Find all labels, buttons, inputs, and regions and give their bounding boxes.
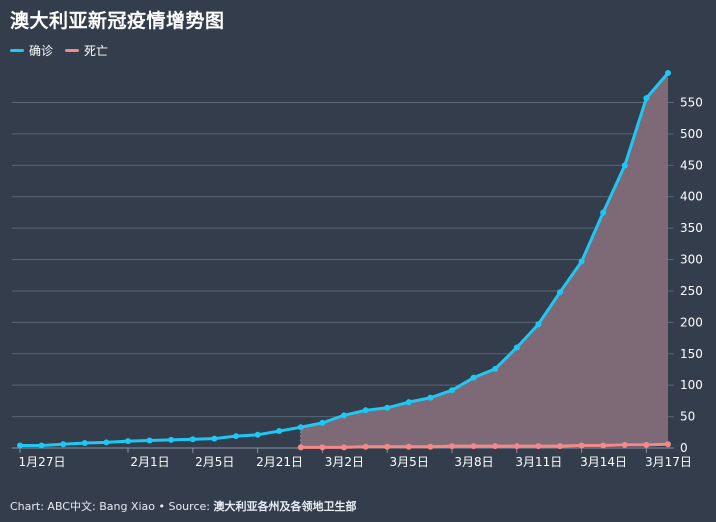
point-deaths-27: [600, 442, 607, 449]
footer-credit: Chart: ABC中文: Bang Xiao • Source: 澳大利亚各州…: [10, 498, 356, 514]
x-tick-label-0: 1月27日: [19, 455, 66, 469]
point-confirmed-8: [189, 436, 196, 443]
point-confirmed-3: [81, 439, 88, 446]
point-confirmed-19: [427, 394, 434, 401]
point-confirmed-10: [233, 433, 239, 440]
x-tick-label-5: 2月1日: [130, 455, 169, 469]
point-confirmed-7: [168, 436, 175, 443]
point-deaths-14: [319, 444, 326, 451]
y-tick-label-550: 550: [680, 96, 703, 110]
point-deaths-24: [535, 443, 542, 450]
point-confirmed-12: [276, 428, 283, 435]
point-confirmed-30: [665, 70, 671, 76]
point-confirmed-15: [341, 412, 347, 419]
series-line-deaths: [299, 442, 670, 449]
point-deaths-20: [449, 443, 455, 450]
legend-swatch-deaths: [65, 49, 80, 52]
point-confirmed-4: [103, 439, 110, 446]
point-confirmed-16: [362, 407, 369, 414]
point-deaths-18: [405, 443, 412, 450]
point-deaths-28: [621, 441, 628, 448]
point-confirmed-29: [643, 95, 650, 102]
point-confirmed-18: [405, 399, 412, 406]
y-tick-label-0: 0: [680, 441, 688, 455]
x-tick-label-26: 3月14日: [580, 455, 627, 469]
point-confirmed-28: [621, 162, 628, 169]
point-confirmed-9: [211, 435, 218, 442]
point-confirmed-2: [60, 441, 67, 448]
chart-title: 澳大利亚新冠疫情增势图: [10, 10, 225, 32]
point-deaths-15: [341, 444, 347, 451]
x-tick-label-11: 2月21日: [256, 455, 303, 469]
legend-swatch-confirmed: [10, 49, 24, 52]
point-deaths-17: [384, 443, 391, 450]
y-tick-label-250: 250: [680, 284, 703, 298]
point-confirmed-26: [578, 258, 585, 265]
x-tick-label-17: 3月5日: [390, 455, 429, 469]
point-confirmed-20: [449, 387, 455, 394]
x-tick-label-14: 3月2日: [325, 455, 364, 469]
y-tick-label-200: 200: [680, 315, 703, 329]
legend-label-confirmed: 确诊: [29, 44, 54, 58]
point-confirmed-6: [146, 437, 153, 444]
point-confirmed-24: [535, 321, 542, 328]
legend-item-confirmed[interactable]: 确诊: [10, 42, 53, 59]
point-deaths-21: [470, 443, 477, 450]
point-confirmed-5: [125, 438, 131, 445]
y-tick-label-100: 100: [680, 378, 703, 392]
footer-source-name: 澳大利亚各州及各领地卫生部: [213, 500, 357, 513]
point-confirmed-27: [600, 209, 607, 216]
point-deaths-16: [362, 443, 369, 450]
legend-item-deaths[interactable]: 死亡: [65, 42, 108, 59]
x-tick-label-8: 2月5日: [195, 455, 234, 469]
point-confirmed-11: [254, 431, 261, 438]
y-tick-label-300: 300: [680, 253, 703, 267]
x-tick-label-23: 3月11日: [515, 455, 562, 469]
point-confirmed-17: [384, 404, 391, 411]
legend-label-deaths: 死亡: [84, 44, 109, 58]
point-confirmed-21: [470, 374, 477, 381]
footer-credit-text: Chart: ABC中文: Bang Xiao • Source:: [10, 500, 214, 513]
point-confirmed-13: [297, 424, 304, 431]
point-deaths-23: [513, 443, 520, 450]
y-tick-label-150: 150: [680, 347, 703, 361]
point-deaths-30: [665, 441, 671, 448]
x-tick-label-29: 3月17日: [645, 455, 692, 469]
point-deaths-22: [492, 443, 499, 450]
point-deaths-25: [557, 443, 563, 450]
y-tick-label-400: 400: [680, 190, 703, 204]
point-deaths-26: [578, 442, 585, 449]
y-tick-label-50: 50: [680, 410, 695, 424]
point-confirmed-22: [492, 365, 499, 372]
area-between-series: [300, 73, 668, 448]
point-confirmed-0: [17, 442, 23, 449]
y-tick-label-450: 450: [680, 158, 703, 172]
y-tick-label-500: 500: [680, 127, 703, 141]
point-deaths-29: [643, 441, 650, 448]
point-confirmed-25: [557, 289, 563, 296]
point-deaths-19: [427, 443, 434, 450]
point-confirmed-14: [319, 419, 326, 426]
point-deaths-13: [297, 444, 304, 451]
point-confirmed-1: [38, 442, 45, 449]
x-tick-label-20: 3月8日: [454, 455, 493, 469]
y-tick-label-350: 350: [680, 221, 703, 235]
legend: 确诊 死亡: [10, 42, 108, 59]
point-confirmed-23: [513, 344, 520, 351]
